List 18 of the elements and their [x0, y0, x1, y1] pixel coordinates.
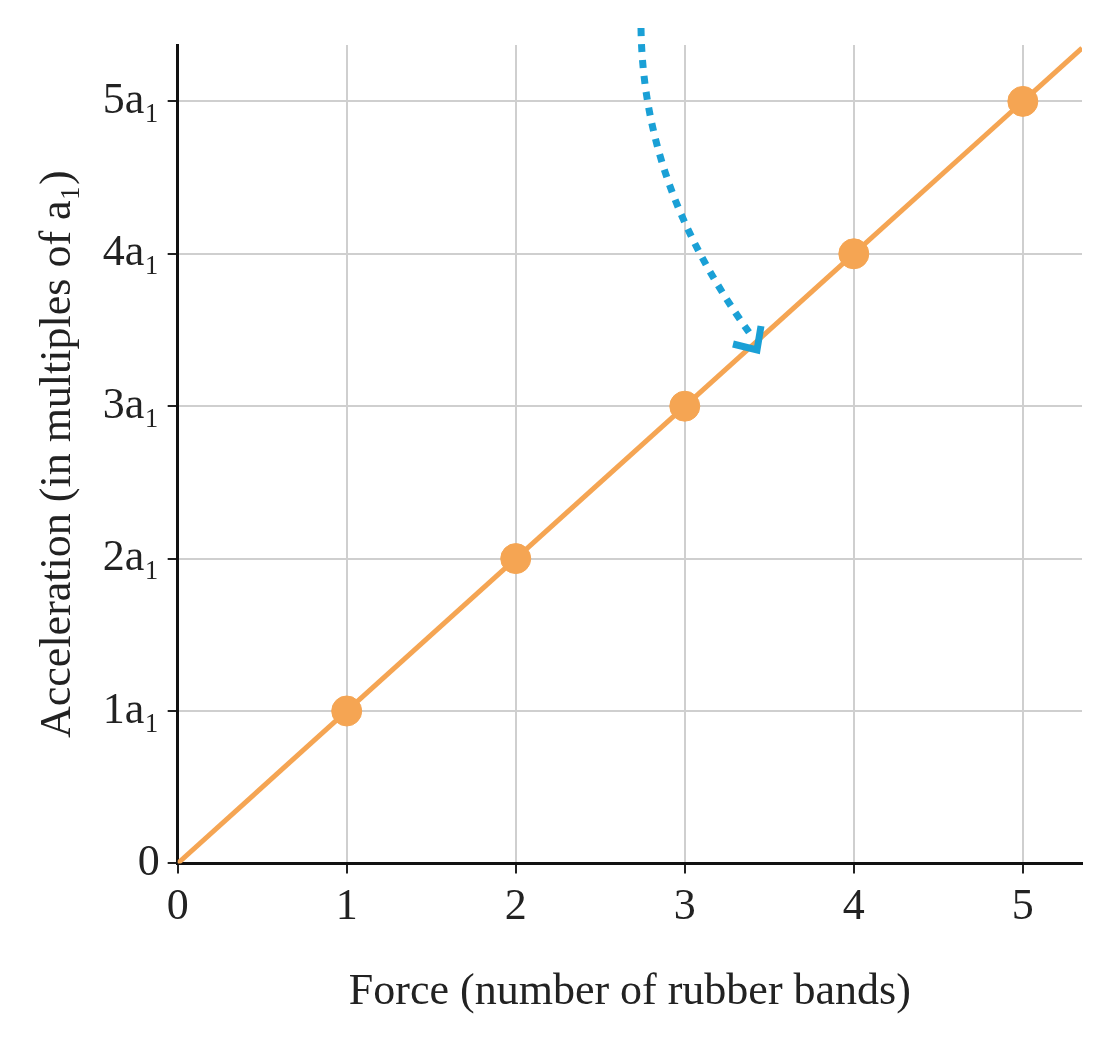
- x-tick-label: 2: [504, 880, 527, 930]
- x-axis-title: Force (number of rubber bands): [348, 965, 911, 1015]
- x-tick-label: 4: [842, 880, 865, 930]
- x-tick-label: 3: [673, 880, 696, 930]
- point: [331, 695, 363, 727]
- y-tick-label: 3a₁: [102, 378, 160, 428]
- point: [669, 390, 701, 422]
- y-tick-label: 4a₁: [102, 226, 160, 276]
- point: [1007, 85, 1039, 117]
- y-tick-label: 5a₁: [102, 73, 160, 123]
- x-tick-label: 5: [1011, 880, 1034, 930]
- y-tick-label: 0: [137, 835, 160, 885]
- point: [838, 238, 870, 270]
- y-axis-title: Acceleration (in multiples of a₁): [30, 170, 80, 738]
- point: [500, 543, 532, 575]
- x-tick-label: 1: [335, 880, 358, 930]
- y-tick-label: 1a₁: [102, 683, 160, 733]
- y-tick-label: 2a₁: [102, 531, 160, 581]
